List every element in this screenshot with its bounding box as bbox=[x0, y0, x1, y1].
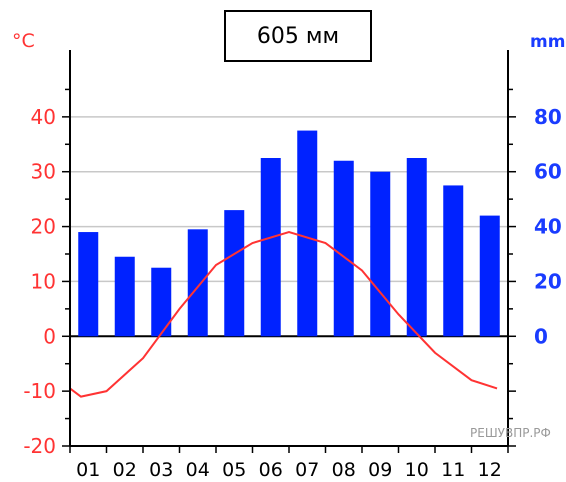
left-tick-label: 10 bbox=[31, 269, 56, 293]
annual-precipitation-box: 605 мм bbox=[224, 10, 372, 62]
x-tick-label: 07 bbox=[295, 459, 319, 481]
precipitation-bars bbox=[78, 130, 500, 337]
left-tick-label: 30 bbox=[31, 160, 56, 184]
precipitation-bar bbox=[224, 210, 245, 337]
right-tick-label: 0 bbox=[534, 324, 548, 348]
precipitation-bar bbox=[297, 130, 318, 337]
grid-lines bbox=[70, 116, 508, 338]
right-tick-label: 20 bbox=[534, 269, 562, 293]
left-tick-label: 0 bbox=[43, 324, 56, 348]
right-tick-label: 60 bbox=[534, 160, 562, 184]
watermark: РЕШУВПР.РФ bbox=[470, 426, 551, 440]
precipitation-bar bbox=[406, 158, 427, 337]
x-tick-label: 01 bbox=[76, 459, 100, 481]
x-tick-label: 10 bbox=[405, 459, 429, 481]
temperature-line bbox=[69, 231, 498, 398]
x-axis-ticks: 01 02 03 04 05 06 07 08 09 10 11 12 bbox=[69, 446, 509, 481]
x-tick-label: 06 bbox=[259, 459, 283, 481]
temperature-curve bbox=[69, 231, 498, 398]
left-tick-label: 20 bbox=[31, 215, 56, 239]
left-axis-unit: °C bbox=[12, 30, 35, 52]
precipitation-bar bbox=[443, 185, 464, 337]
precipitation-bar bbox=[260, 158, 281, 337]
right-axis-unit: mm bbox=[530, 32, 566, 52]
x-tick-label: 12 bbox=[478, 459, 502, 481]
precipitation-bar bbox=[333, 160, 354, 337]
left-tick-label: -20 bbox=[23, 434, 56, 458]
right-tick-label: 80 bbox=[534, 105, 562, 129]
annual-precipitation-label: 605 мм bbox=[256, 23, 340, 49]
left-axis-ticks: -20 -10 0 10 20 30 40 bbox=[23, 105, 56, 458]
x-tick-label: 05 bbox=[222, 459, 246, 481]
x-tick-label: 03 bbox=[149, 459, 173, 481]
x-tick-label: 11 bbox=[441, 459, 465, 481]
precipitation-bar bbox=[187, 229, 208, 337]
x-tick-label: 08 bbox=[332, 459, 356, 481]
x-tick-label: 09 bbox=[368, 459, 392, 481]
right-axis-ticks: 0 20 40 60 80 bbox=[534, 105, 562, 348]
right-tick-label: 40 bbox=[534, 215, 562, 239]
precipitation-bar bbox=[479, 215, 500, 337]
precipitation-bar bbox=[370, 171, 391, 337]
x-tick-label: 04 bbox=[186, 459, 210, 481]
left-tick-label: -10 bbox=[23, 379, 56, 403]
x-tick-label: 02 bbox=[113, 459, 137, 481]
left-tick-label: 40 bbox=[31, 105, 56, 129]
precipitation-bar bbox=[78, 232, 99, 337]
precipitation-bar bbox=[114, 256, 135, 337]
precipitation-bar bbox=[151, 267, 172, 337]
